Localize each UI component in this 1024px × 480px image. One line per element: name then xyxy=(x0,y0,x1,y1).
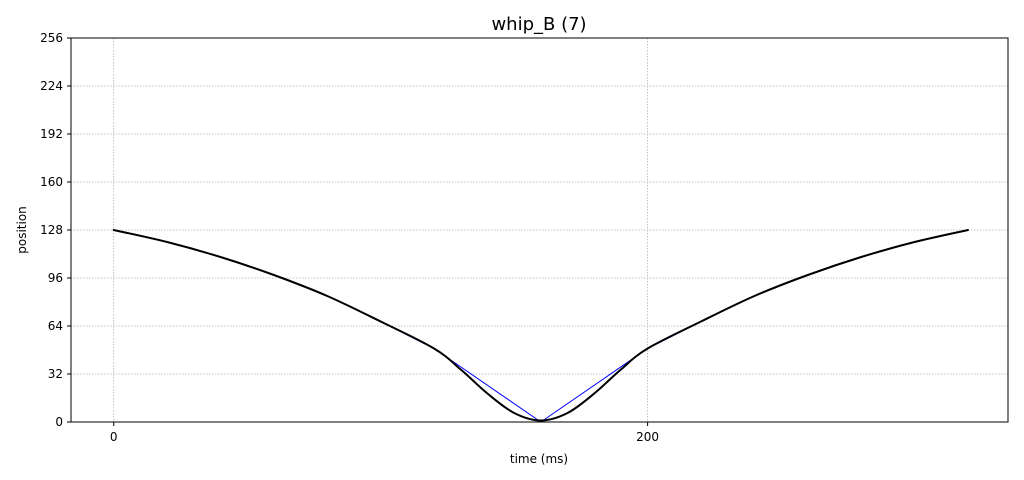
chart-title: whip_B (7) xyxy=(491,14,586,35)
y-tick-label: 96 xyxy=(48,271,63,285)
y-axis-label: position xyxy=(15,206,29,254)
grid-lines xyxy=(71,37,1008,423)
x-tick-label: 200 xyxy=(636,430,659,444)
y-tick-label: 256 xyxy=(40,31,63,45)
y-tick-label: 64 xyxy=(48,319,63,333)
series-line-black xyxy=(112,229,969,422)
y-tick-label: 128 xyxy=(40,223,63,237)
y-tick-label: 192 xyxy=(40,127,63,141)
ticks: 0 32 64 96 128 160 192 224 256 0 200 xyxy=(40,31,659,444)
x-tick-label: 0 xyxy=(110,430,118,444)
y-tick-label: 0 xyxy=(55,415,63,429)
y-tick-label: 32 xyxy=(48,367,63,381)
y-tick-label: 160 xyxy=(40,175,63,189)
x-axis-label: time (ms) xyxy=(510,452,568,466)
y-tick-label: 224 xyxy=(40,79,63,93)
